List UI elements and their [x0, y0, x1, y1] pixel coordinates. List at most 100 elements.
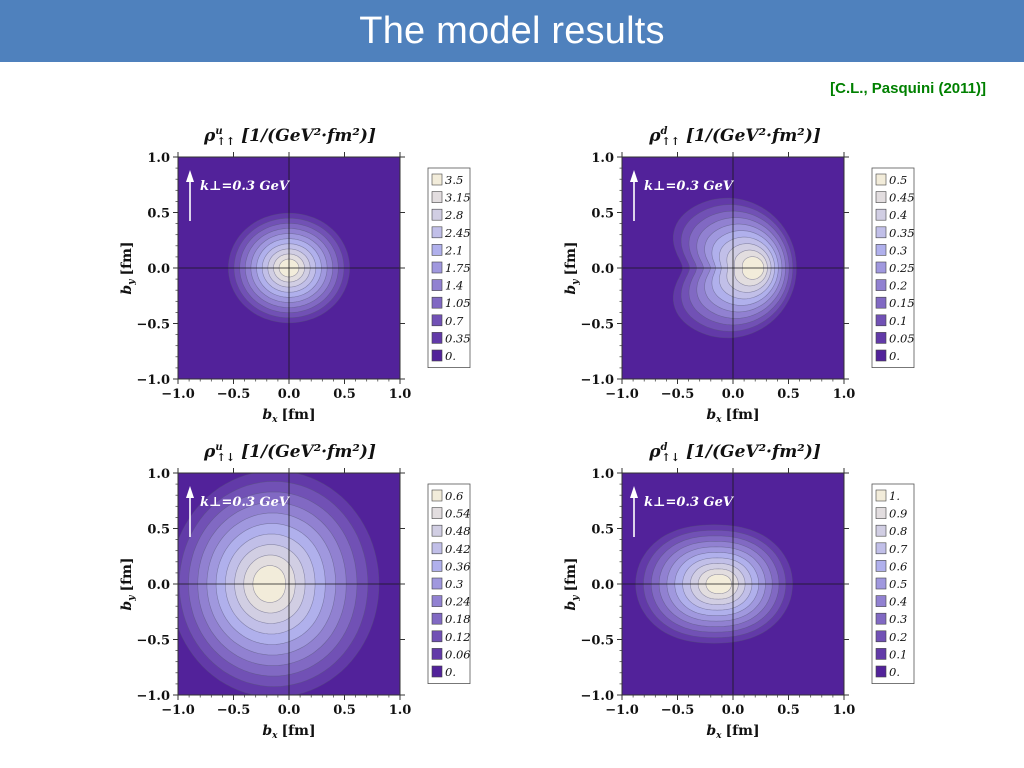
slide-title: The model results: [359, 9, 665, 52]
legend-swatch: [875, 612, 887, 625]
title-spin: ↑↑: [662, 135, 680, 148]
legend-swatch: [875, 226, 887, 239]
legend-swatch: [431, 542, 443, 555]
y-tick-label: 0.0: [147, 262, 170, 277]
contour-panel-4: ρd ↑↓ [1/(GeV²·fm²)] −1.0 −0.5 0.0 0.5 1.0 1.0 0.…: [563, 442, 915, 741]
contour-legend: 0.5 0.45 0.4 0.35 0.3 0.25 0.2 0.15 0.1 0.05 0.: [871, 167, 915, 369]
k-perp-annotation: k⊥=0.3 GeV: [644, 179, 735, 194]
legend-label: 2.8: [444, 208, 463, 222]
legend-label: 0.36: [445, 559, 471, 573]
x-tick-label: 0.0: [722, 387, 745, 402]
legend-label: 0.15: [889, 296, 915, 310]
legend-swatch: [431, 191, 443, 203]
y-tick-label: 0.5: [147, 207, 170, 222]
x-label-symbol: b: [706, 407, 716, 423]
contour-legend: 0.6 0.54 0.48 0.42 0.36 0.3 0.24 0.18 0.12 0.06 0.: [427, 483, 471, 685]
contour-panel-1: ρu ↑↑ [1/(GeV²·fm²)] −1.0 −0.5 0.0 0.5 1.0 1.0 0.…: [119, 126, 471, 425]
y-tick-label: −1.0: [580, 689, 614, 704]
legend-swatch: [431, 577, 443, 590]
y-axis-label: by [fm]: [563, 557, 581, 610]
x-label-symbol: b: [262, 723, 272, 739]
legend-swatch: [875, 630, 887, 643]
title-symbol: ρ: [203, 442, 216, 462]
title-spin: ↑↓: [217, 451, 235, 464]
title-spin: ↑↓: [662, 451, 680, 464]
legend-label: 0.: [445, 665, 456, 679]
title-units: [1/(GeV²·fm²)]: [686, 126, 821, 146]
legend-label: 0.3: [445, 577, 463, 591]
legend-swatch: [431, 314, 443, 327]
legend-label: 0.18: [445, 612, 471, 626]
y-label-sub: y: [127, 595, 137, 602]
k-perp-arrow-head: [630, 170, 638, 182]
legend-swatch: [875, 173, 887, 186]
legend-label: 0.7: [889, 542, 908, 556]
x-tick-label: 0.5: [333, 387, 356, 402]
contour-legend: 3.5 3.15 2.8 2.45 2.1 1.75 1.4 1.05 0.7 0.35 0.: [427, 167, 471, 369]
legend-swatch: [875, 314, 887, 327]
x-tick-label: 0.0: [278, 703, 301, 718]
x-label-units: [fm]: [726, 407, 760, 423]
legend-label: 0.06: [445, 647, 471, 661]
y-axis-label: by [fm]: [119, 557, 137, 610]
legend-swatch: [875, 507, 887, 519]
citation: [C.L., Pasquini (2011)]: [830, 80, 986, 97]
x-axis-label: bx [fm]: [262, 723, 315, 741]
legend-label: 0.4: [889, 595, 907, 609]
panel-title: ρu ↑↓ [1/(GeV²·fm²)]: [203, 442, 376, 464]
legend-swatch: [431, 296, 443, 309]
y-tick-label: 1.0: [147, 151, 170, 166]
legend-swatch: [431, 648, 443, 660]
legend-label: 0.5: [889, 577, 907, 591]
legend-swatch: [875, 595, 887, 607]
title-units: [1/(GeV²·fm²)]: [241, 126, 376, 146]
x-tick-label: −0.5: [217, 387, 251, 402]
x-tick-label: 1.0: [833, 387, 856, 402]
title-symbol: ρ: [648, 126, 661, 146]
x-tick-label: 0.5: [777, 387, 800, 402]
y-tick-label: 1.0: [147, 467, 170, 482]
title-spin: ↑↑: [217, 135, 235, 148]
y-label-symbol: b: [119, 285, 135, 295]
legend-label: 0.3: [889, 612, 907, 626]
legend-label: 0.6: [889, 559, 907, 573]
legend-label: 0.8: [889, 524, 907, 538]
x-axis-label: bx [fm]: [262, 407, 315, 425]
x-tick-label: 1.0: [389, 703, 412, 718]
legend-swatch: [431, 612, 443, 625]
y-tick-label: −1.0: [580, 373, 614, 388]
legend-swatch: [431, 173, 443, 186]
panel-title: ρd ↑↑ [1/(GeV²·fm²)]: [648, 126, 821, 148]
y-axis-label: by [fm]: [563, 241, 581, 294]
x-label-symbol: b: [706, 723, 716, 739]
slide-header: The model results: [0, 0, 1024, 62]
legend-swatch: [875, 296, 887, 309]
legend-label: 0.24: [445, 595, 471, 609]
title-flavor: d: [661, 126, 668, 137]
y-tick-label: −1.0: [136, 373, 170, 388]
legend-swatch: [875, 542, 887, 555]
legend-label: 0.: [889, 665, 900, 679]
x-tick-label: −1.0: [605, 703, 639, 718]
y-tick-label: −0.5: [136, 634, 170, 649]
legend-label: 3.5: [445, 173, 463, 187]
title-units: [1/(GeV²·fm²)]: [686, 442, 821, 462]
k-perp-annotation: k⊥=0.3 GeV: [644, 495, 735, 510]
x-label-sub: x: [271, 731, 278, 741]
y-label-units: [fm]: [119, 557, 135, 591]
k-perp-arrow-head: [186, 170, 194, 182]
title-symbol: ρ: [203, 126, 216, 146]
legend-label: 3.15: [445, 191, 471, 205]
y-label-symbol: b: [563, 285, 579, 295]
title-flavor: u: [215, 126, 222, 137]
legend-swatch: [875, 560, 887, 572]
y-label-units: [fm]: [563, 557, 579, 591]
y-label-sub: y: [571, 595, 581, 602]
y-label-symbol: b: [563, 601, 579, 611]
legend-label: 0.: [445, 349, 456, 363]
legend-swatch: [875, 191, 887, 203]
legend-swatch: [875, 577, 887, 590]
legend-label: 2.45: [444, 226, 471, 240]
legend-label: 1.: [889, 489, 900, 503]
